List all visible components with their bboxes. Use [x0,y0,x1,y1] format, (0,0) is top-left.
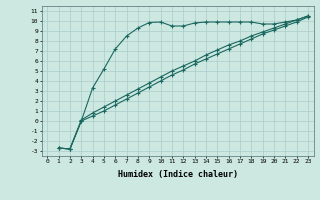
X-axis label: Humidex (Indice chaleur): Humidex (Indice chaleur) [118,170,237,179]
